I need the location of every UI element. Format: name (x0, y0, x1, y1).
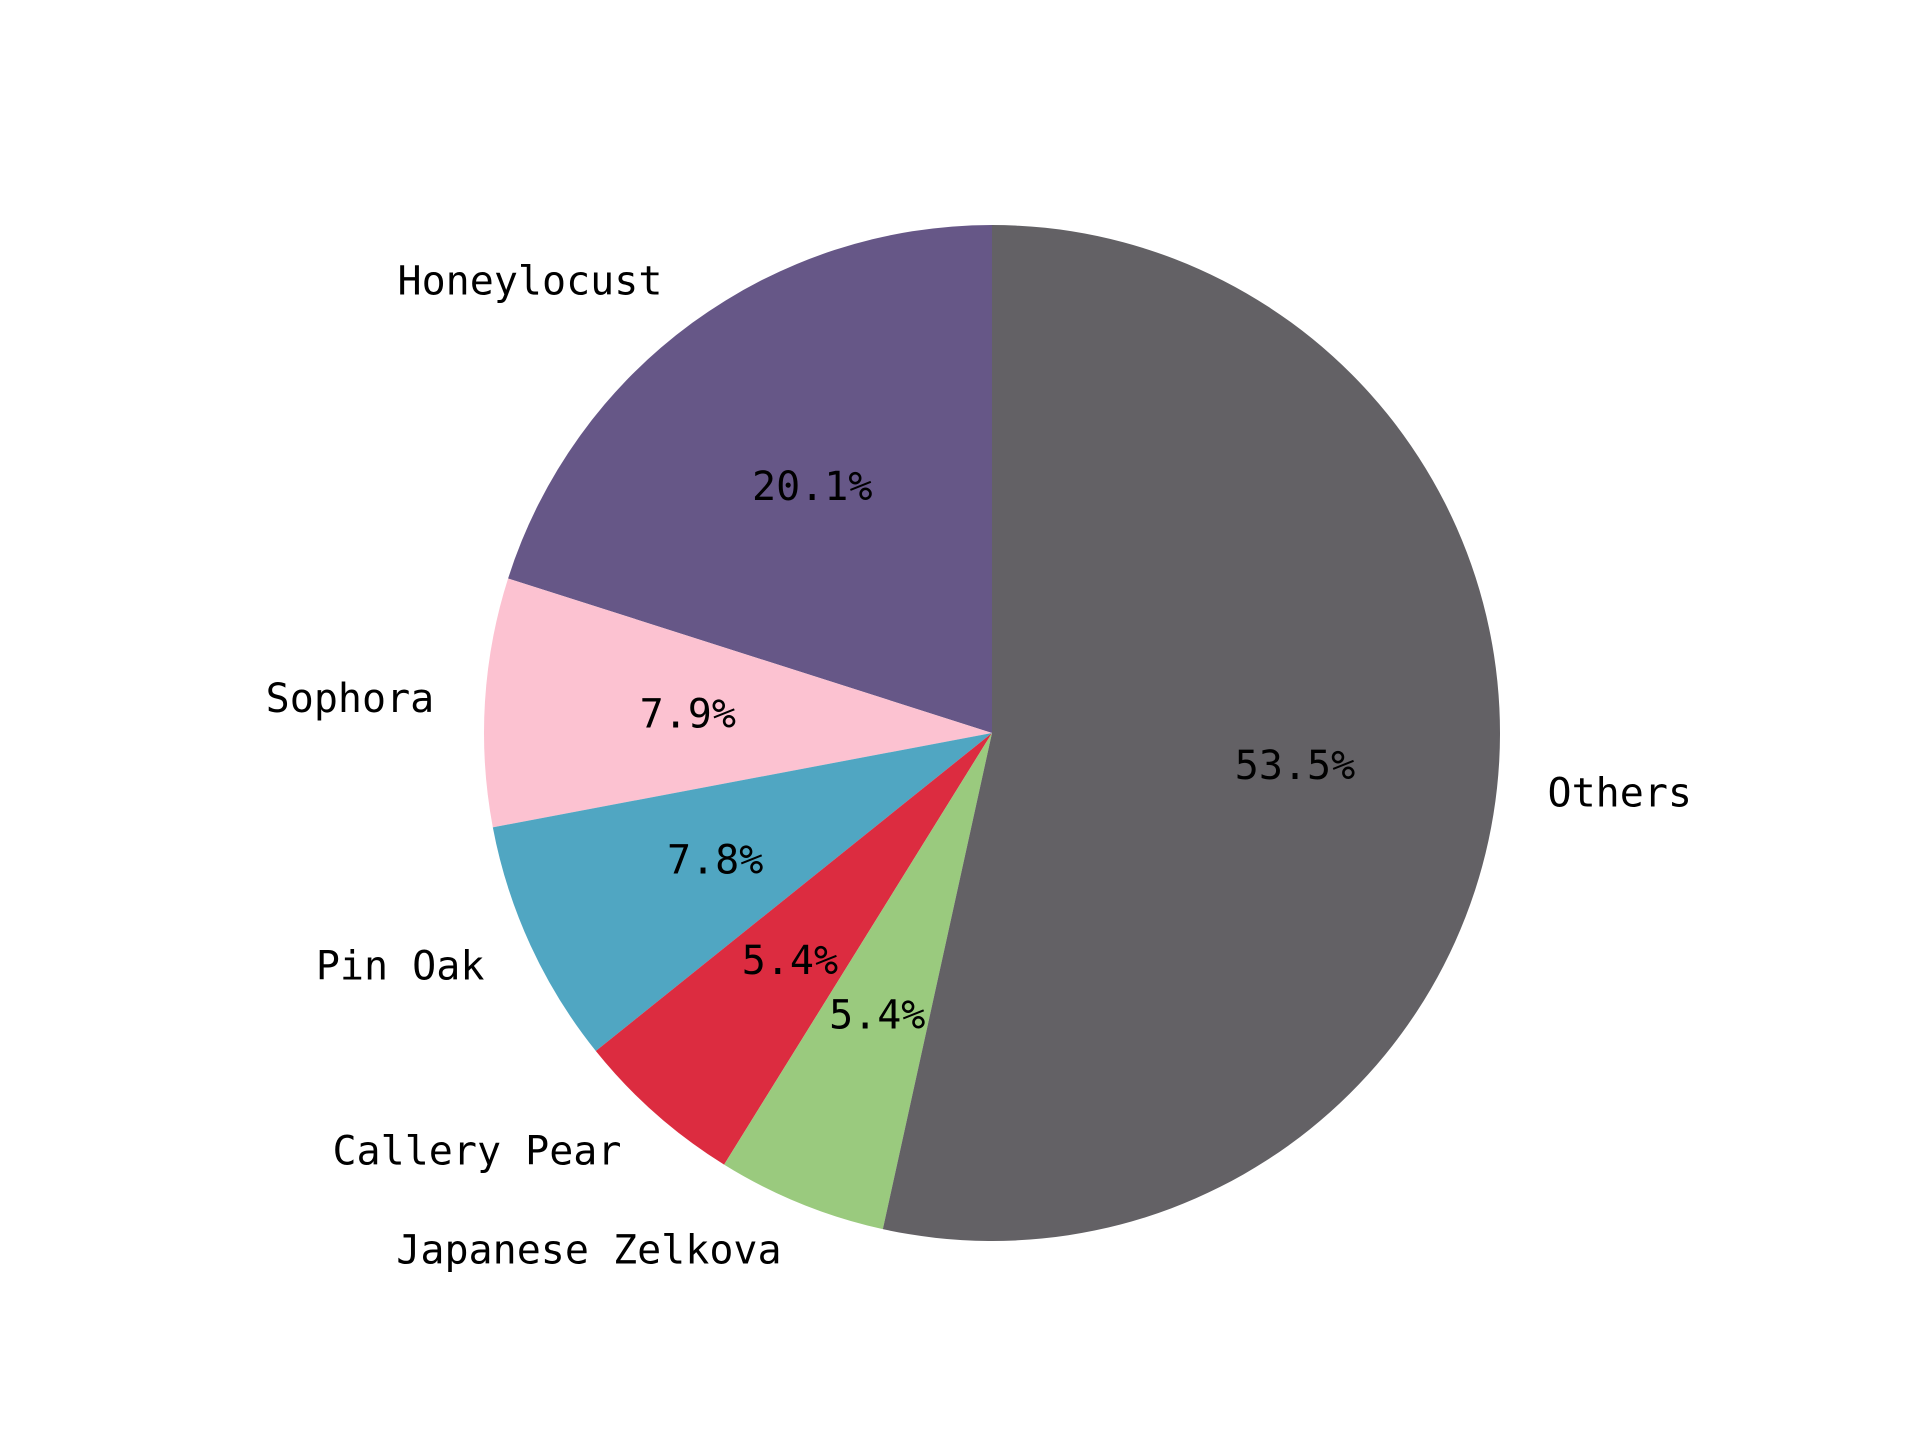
slice-label-others: Others (1548, 770, 1693, 816)
pct-label-others: 53.5% (1235, 743, 1355, 789)
slice-label-pin-oak: Pin Oak (316, 944, 485, 990)
slice-label-callery-pear: Callery Pear (332, 1128, 621, 1174)
pie-slice-japanese-zelkova (724, 733, 992, 1230)
pct-label-japanese-zelkova: 5.4% (829, 992, 925, 1038)
slice-label-sophora: Sophora (266, 676, 435, 722)
pie-slice-sophora (484, 578, 992, 828)
pct-label-honeylocust: 20.1% (752, 464, 872, 510)
pie-slice-pin-oak (492, 733, 992, 1051)
pct-label-callery-pear: 5.4% (742, 938, 838, 984)
pie-slice-others (882, 225, 1501, 1241)
pie-slice-honeylocust (508, 225, 992, 733)
pct-label-pin-oak: 7.8% (667, 837, 763, 883)
slice-label-honeylocust: Honeylocust (398, 259, 663, 305)
pie-slice-callery-pear (595, 733, 992, 1165)
pie-labels: Honeylocust 20.1% Sophora 7.9% Pin Oak 7.8% Ca… (266, 259, 1692, 1274)
slice-label-japanese-zelkova: Japanese Zelkova (396, 1228, 781, 1274)
pct-label-sophora: 7.9% (640, 691, 736, 737)
pie-slices (484, 225, 1501, 1241)
